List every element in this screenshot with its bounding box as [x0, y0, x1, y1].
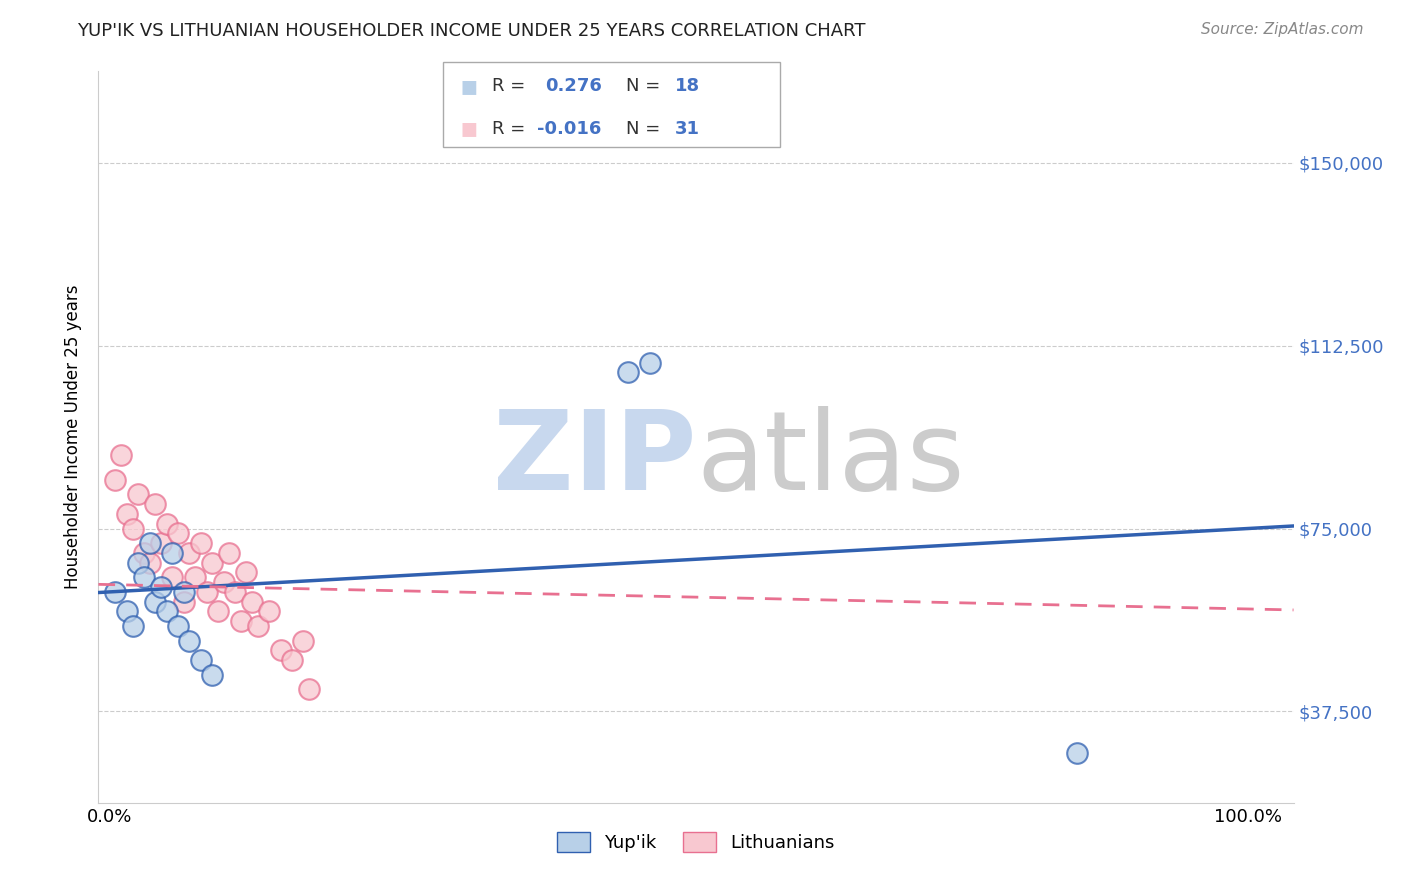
Point: [218, 546, 240, 560]
Point: [121, 521, 143, 535]
Point: [156, 516, 179, 531]
Point: [173, 585, 195, 599]
Point: [150, 536, 173, 550]
Text: 0.276: 0.276: [546, 78, 602, 95]
Point: [640, 356, 662, 370]
Point: [127, 487, 149, 501]
Point: [162, 546, 184, 560]
Point: [138, 556, 160, 570]
Point: [257, 604, 280, 618]
Point: [201, 667, 224, 681]
Text: ▪: ▪: [460, 72, 478, 100]
Point: [104, 473, 127, 487]
Point: [292, 633, 315, 648]
Point: [132, 570, 155, 584]
Point: [179, 633, 201, 648]
Text: R =: R =: [492, 78, 531, 95]
Point: [270, 643, 292, 657]
Text: R =: R =: [492, 120, 531, 137]
Point: [229, 614, 252, 628]
Point: [115, 507, 138, 521]
Text: YUP'IK VS LITHUANIAN HOUSEHOLDER INCOME UNDER 25 YEARS CORRELATION CHART: YUP'IK VS LITHUANIAN HOUSEHOLDER INCOME …: [77, 22, 866, 40]
Text: ZIP: ZIP: [492, 406, 696, 513]
Point: [298, 682, 321, 697]
Point: [1066, 746, 1088, 760]
Text: 31: 31: [675, 120, 700, 137]
Y-axis label: Householder Income Under 25 years: Householder Income Under 25 years: [65, 285, 83, 590]
Point: [173, 594, 195, 608]
Point: [212, 575, 235, 590]
Text: atlas: atlas: [696, 406, 965, 513]
Point: [167, 619, 190, 633]
Point: [150, 580, 173, 594]
Point: [110, 448, 132, 462]
Point: [281, 653, 304, 667]
Point: [104, 585, 127, 599]
Point: [190, 536, 212, 550]
Point: [162, 570, 184, 584]
Point: [184, 570, 207, 584]
Point: [616, 366, 638, 380]
Text: Source: ZipAtlas.com: Source: ZipAtlas.com: [1201, 22, 1364, 37]
Point: [115, 604, 138, 618]
Point: [224, 585, 246, 599]
Point: [132, 546, 155, 560]
Text: N =: N =: [626, 78, 665, 95]
Point: [156, 604, 179, 618]
Text: -0.016: -0.016: [537, 120, 602, 137]
Point: [167, 526, 190, 541]
Point: [235, 566, 257, 580]
Text: ▪: ▪: [460, 114, 478, 143]
Point: [138, 536, 160, 550]
Point: [179, 546, 201, 560]
Point: [246, 619, 269, 633]
Point: [143, 594, 166, 608]
Text: N =: N =: [626, 120, 665, 137]
Point: [121, 619, 143, 633]
Point: [127, 556, 149, 570]
Point: [240, 594, 263, 608]
Point: [195, 585, 218, 599]
Legend: Yup'ik, Lithuanians: Yup'ik, Lithuanians: [550, 824, 842, 860]
Point: [143, 497, 166, 511]
Text: 18: 18: [675, 78, 700, 95]
Point: [190, 653, 212, 667]
Point: [207, 604, 229, 618]
Point: [201, 556, 224, 570]
